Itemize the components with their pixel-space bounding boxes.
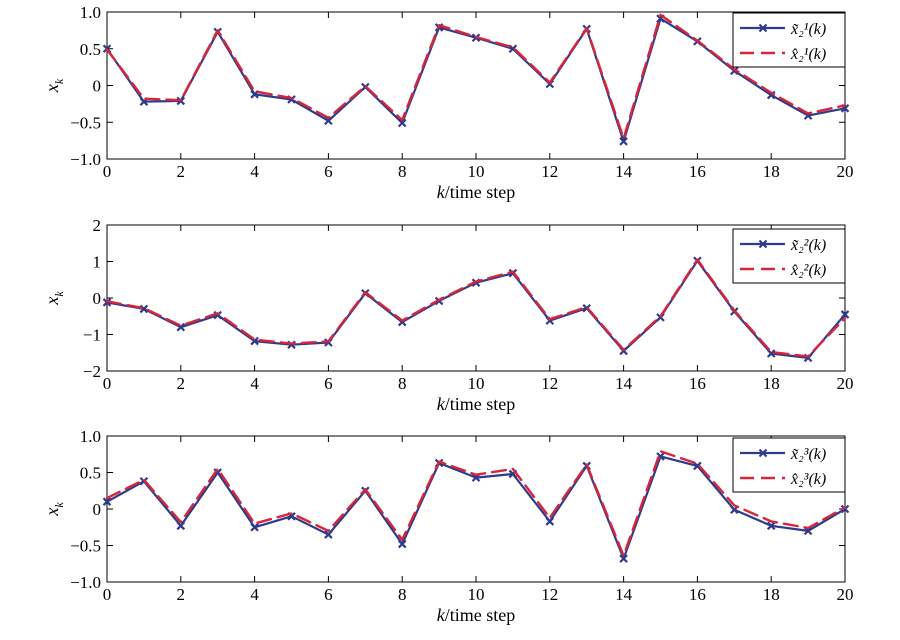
x-tick-label: 14	[615, 374, 633, 393]
y-axis-title: xk	[42, 78, 66, 93]
data-point-marker	[619, 554, 628, 563]
data-point-marker	[397, 118, 407, 128]
x-tick-label: 14	[615, 162, 633, 181]
x-tick-label: 8	[398, 162, 407, 181]
y-tick-label: −1	[83, 326, 101, 345]
legend-marker	[758, 448, 768, 458]
chart-panels: 0 2 4 6 8 10 12 14 16 18 201.00.50−0.5−1.0k/time s…	[42, 3, 854, 625]
legend-box	[732, 12, 846, 68]
y-tick-label: 1.0	[80, 3, 101, 22]
x-tick-label: 0	[103, 374, 112, 393]
x-tick-label: 2	[177, 585, 186, 604]
x-tick-label: 10	[468, 374, 485, 393]
series-line-estimated	[105, 13, 847, 140]
y-tick-label: 0.5	[80, 40, 101, 59]
y-tick-label: −0.5	[70, 113, 101, 132]
x-tick-label: 0	[103, 585, 112, 604]
legend: x̃₂²(k) x̂₂²(k)	[732, 228, 846, 284]
y-tick-label: −1.0	[70, 573, 101, 592]
legend-marker	[758, 239, 768, 249]
legend: x̃₂¹(k) x̂₂¹(k)	[732, 12, 846, 68]
x-tick-label: 4	[250, 585, 259, 604]
data-point-marker	[840, 310, 850, 319]
x-tick-label: 16	[689, 585, 706, 604]
data-point-marker	[693, 461, 702, 471]
x-tick-label: 12	[541, 585, 558, 604]
x-tick-label: 6	[324, 162, 333, 181]
legend-entry-label: x̂₂³(k)	[790, 471, 826, 488]
legend-entry-label: x̃₂³(k)	[790, 446, 826, 463]
legend: x̃₂³(k) x̂₂³(k)	[732, 437, 846, 493]
x-tick-label: 16	[689, 374, 706, 393]
x-tick-label: 18	[763, 585, 780, 604]
x-axis-title: k/time step	[437, 394, 516, 414]
x-axis-title: k/time step	[437, 182, 516, 202]
legend-marker	[758, 23, 768, 33]
x-tick-label: 10	[468, 162, 485, 181]
x-tick-label: 2	[177, 374, 186, 393]
legend-entry-label: x̂₂²(k)	[790, 262, 826, 279]
x-tick-label: 20	[837, 162, 854, 181]
data-point-marker	[545, 517, 555, 526]
x-tick-label: 20	[837, 585, 854, 604]
data-point-marker	[397, 539, 407, 549]
y-tick-label: 0	[93, 289, 102, 308]
data-point-marker	[250, 522, 259, 532]
y-axis-title: xk	[42, 291, 66, 306]
y-tick-label: 1.0	[80, 427, 101, 446]
chart-panel-1: 0 2 4 6 8 10 12 14 16 18 20 1.0 0.5 0 −0.5 −1.0 k/time s…	[42, 3, 854, 202]
y-tick-label: −2	[83, 362, 101, 381]
legend-entry-label: x̃₂¹(k)	[790, 21, 826, 38]
chart-panel-3: 0 2 4 6 8 10 12 14 16 18 20 1.0 0.5 0 −0.5 −1.0 k/time s…	[42, 427, 854, 625]
y-tick-label: −0.5	[70, 537, 101, 556]
y-tick-label: 1	[93, 253, 102, 272]
data-point-marker	[619, 137, 628, 146]
x-tick-label: 8	[398, 585, 407, 604]
series-line-estimated	[105, 450, 847, 557]
x-tick-label: 2	[177, 162, 186, 181]
x-tick-label: 10	[468, 585, 485, 604]
y-tick-label: 2	[93, 216, 102, 235]
y-tick-label: 0	[93, 500, 102, 519]
x-tick-label: 8	[398, 374, 407, 393]
x-tick-label: 12	[541, 374, 558, 393]
x-tick-label: 18	[763, 374, 780, 393]
y-axis-title: xk	[42, 502, 66, 517]
data-point-marker	[102, 497, 112, 506]
data-point-marker	[840, 504, 850, 514]
legend-entry-label: x̂₂¹(k)	[790, 46, 826, 63]
x-tick-label: 14	[615, 585, 633, 604]
x-tick-label: 12	[541, 162, 558, 181]
series-line-estimated	[105, 258, 847, 358]
legend-box	[732, 228, 846, 284]
legend-entry-label: x̃₂²(k)	[790, 237, 826, 254]
data-point-marker	[324, 530, 333, 539]
data-point-marker	[766, 349, 776, 358]
x-tick-label: 0	[103, 162, 112, 181]
x-tick-label: 20	[837, 374, 854, 393]
y-tick-label: −1.0	[70, 150, 101, 169]
x-tick-label: 18	[763, 162, 780, 181]
y-tick-label: 0	[93, 77, 102, 96]
data-point-marker	[324, 116, 333, 126]
x-tick-label: 6	[324, 374, 333, 393]
x-axis-title: k/time step	[437, 605, 516, 625]
data-point-marker	[176, 521, 186, 531]
data-point-marker	[656, 313, 665, 322]
y-tick-label: 0.5	[80, 464, 101, 483]
legend-box	[732, 437, 846, 493]
x-tick-label: 16	[689, 162, 706, 181]
x-tick-label: 6	[324, 585, 333, 604]
x-tick-label: 4	[250, 162, 259, 181]
data-point-marker	[766, 521, 776, 531]
x-tick-label: 4	[250, 374, 259, 393]
